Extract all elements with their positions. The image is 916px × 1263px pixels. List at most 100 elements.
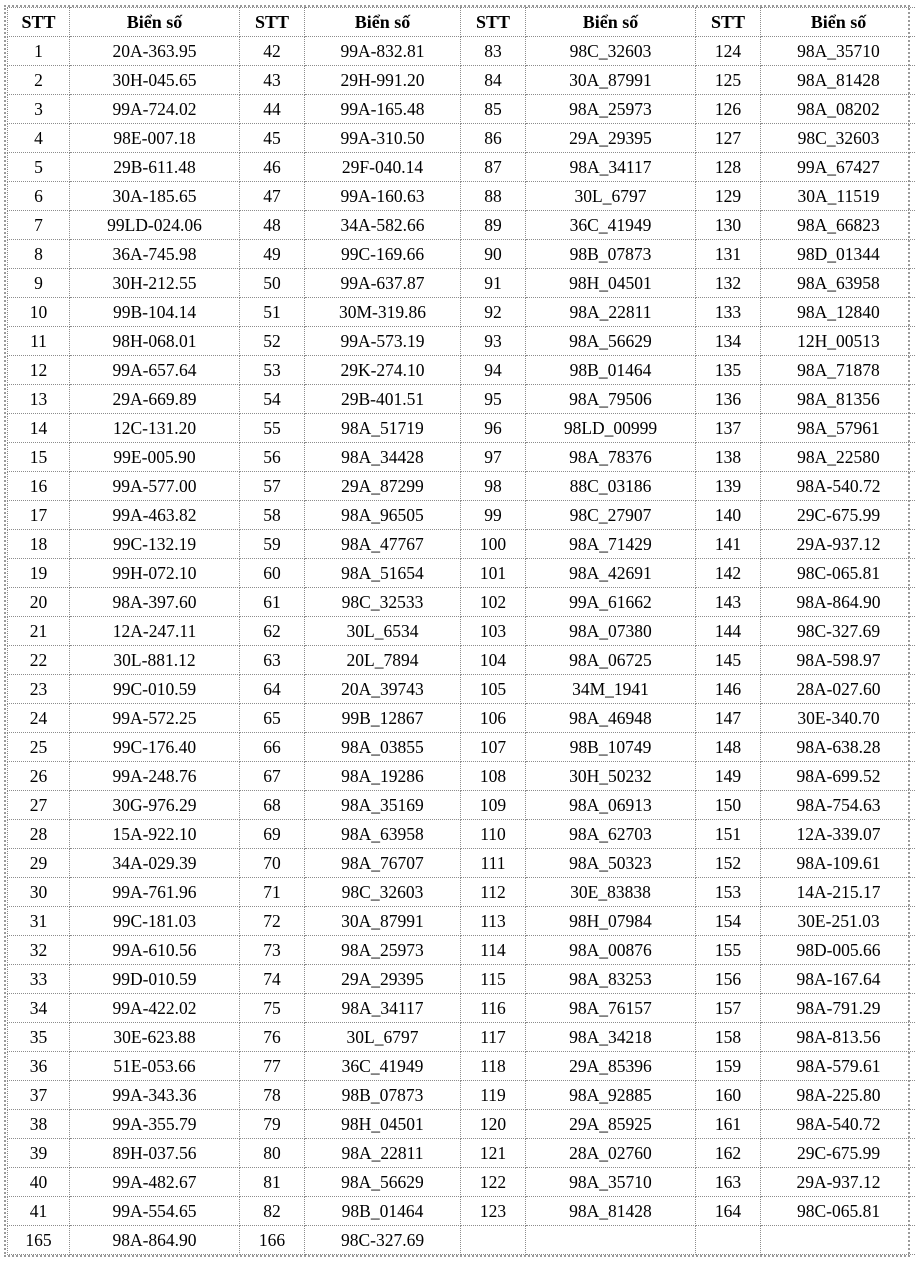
stt-cell: 163 (695, 1167, 761, 1197)
plate-cell: 98A_71878 (760, 355, 916, 385)
stt-cell: 100 (460, 529, 526, 559)
plate-cell: 30H-045.65 (69, 65, 240, 95)
stt-cell: 22 (7, 645, 70, 675)
stt-cell: 14 (7, 413, 70, 443)
table-row: 29 34A-029.39 70 98A_76707 111 98A_50323 152 98… (7, 848, 916, 878)
plate-cell: 98A_35169 (304, 790, 461, 820)
stt-cell: 84 (460, 65, 526, 95)
plate-cell: 98C_27907 (525, 500, 696, 530)
plate-cell: 99LD-024.06 (69, 210, 240, 240)
stt-cell: 60 (239, 558, 305, 588)
plate-cell: 98C-065.81 (760, 558, 916, 588)
stt-cell: 73 (239, 935, 305, 965)
stt-cell: 65 (239, 703, 305, 733)
stt-cell: 109 (460, 790, 526, 820)
stt-cell: 145 (695, 645, 761, 675)
stt-cell: 17 (7, 500, 70, 530)
stt-cell: 147 (695, 703, 761, 733)
plate-cell: 99B-104.14 (69, 297, 240, 327)
plate-cell (760, 1225, 916, 1255)
plate-cell: 99A-463.82 (69, 500, 240, 530)
stt-cell: 34 (7, 993, 70, 1023)
stt-cell: 138 (695, 442, 761, 472)
plate-cell: 34A-029.39 (69, 848, 240, 878)
stt-cell: 123 (460, 1196, 526, 1226)
plate-cell: 29A-669.89 (69, 384, 240, 414)
plate-cell: 30E_83838 (525, 877, 696, 907)
stt-cell: 24 (7, 703, 70, 733)
plate-cell: 98C-327.69 (304, 1225, 461, 1255)
plate-cell: 98B_07873 (525, 239, 696, 269)
plate-cell: 98A_76707 (304, 848, 461, 878)
stt-cell: 32 (7, 935, 70, 965)
stt-cell: 75 (239, 993, 305, 1023)
stt-cell: 103 (460, 616, 526, 646)
stt-cell: 146 (695, 674, 761, 704)
plate-cell: 98C_32533 (304, 587, 461, 617)
plate-cell: 28A-027.60 (760, 674, 916, 704)
plate-cell: 98A_07380 (525, 616, 696, 646)
stt-cell: 141 (695, 529, 761, 559)
plate-cell: 98A-791.29 (760, 993, 916, 1023)
plate-cell: 29A_85396 (525, 1051, 696, 1081)
table-row: 22 30L-881.12 63 20L_7894 104 98A_06725 145 98A… (7, 645, 916, 675)
plate-cell: 98A_25973 (304, 935, 461, 965)
plate-cell: 99H-072.10 (69, 558, 240, 588)
table-row: 2 30H-045.65 43 29H-991.20 84 30A_87991 125 98A… (7, 65, 916, 95)
header-plate: Biển số (760, 7, 916, 37)
plate-cell: 98B_07873 (304, 1080, 461, 1110)
stt-cell: 117 (460, 1022, 526, 1052)
plate-cell: 98H_04501 (304, 1109, 461, 1139)
plate-cell: 12A-247.11 (69, 616, 240, 646)
stt-cell: 23 (7, 674, 70, 704)
plate-cell: 99A-724.02 (69, 94, 240, 124)
plate-cell: 98A_66823 (760, 210, 916, 240)
plate-cell: 98A-167.64 (760, 964, 916, 994)
plate-cell: 36C_41949 (304, 1051, 461, 1081)
plate-cell: 98A-598.97 (760, 645, 916, 675)
stt-cell: 148 (695, 732, 761, 762)
plate-cell: 99A-761.96 (69, 877, 240, 907)
stt-cell: 124 (695, 36, 761, 66)
stt-cell: 59 (239, 529, 305, 559)
plate-cell: 98A_56629 (304, 1167, 461, 1197)
stt-cell: 125 (695, 65, 761, 95)
plate-cell: 98A_00876 (525, 935, 696, 965)
plate-cell: 99A-832.81 (304, 36, 461, 66)
stt-cell: 15 (7, 442, 70, 472)
plate-cell: 98A_81356 (760, 384, 916, 414)
stt-cell: 31 (7, 906, 70, 936)
plate-cell: 98A-540.72 (760, 1109, 916, 1139)
table-row: 18 99C-132.19 59 98A_47767 100 98A_71429 141 29… (7, 529, 916, 559)
plate-cell: 89H-037.56 (69, 1138, 240, 1168)
stt-cell: 82 (239, 1196, 305, 1226)
plate-cell: 29A_29395 (525, 123, 696, 153)
plate-cell: 99A-165.48 (304, 94, 461, 124)
stt-cell: 8 (7, 239, 70, 269)
plate-cell: 98C_32603 (525, 36, 696, 66)
plate-cell: 30A-185.65 (69, 181, 240, 211)
plate-cell: 98A_42691 (525, 558, 696, 588)
plate-cell: 98A_83253 (525, 964, 696, 994)
stt-cell: 79 (239, 1109, 305, 1139)
stt-cell: 116 (460, 993, 526, 1023)
stt-cell: 55 (239, 413, 305, 443)
plate-cell: 28A_02760 (525, 1138, 696, 1168)
plate-cell: 30E-623.88 (69, 1022, 240, 1052)
stt-cell: 120 (460, 1109, 526, 1139)
stt-cell: 27 (7, 790, 70, 820)
stt-cell: 85 (460, 94, 526, 124)
stt-cell: 30 (7, 877, 70, 907)
plate-cell: 98A_63958 (304, 819, 461, 849)
stt-cell: 91 (460, 268, 526, 298)
plate-cell: 29B-611.48 (69, 152, 240, 182)
plate-cell: 98A-864.90 (69, 1225, 240, 1255)
table-row: 4 98E-007.18 45 99A-310.50 86 29A_29395 127 98C… (7, 123, 916, 153)
plate-cell: 29C-675.99 (760, 500, 916, 530)
plate-cell: 34M_1941 (525, 674, 696, 704)
plate-cell: 98H-068.01 (69, 326, 240, 356)
stt-cell: 37 (7, 1080, 70, 1110)
header-stt: STT (239, 7, 305, 37)
stt-cell: 80 (239, 1138, 305, 1168)
plate-cell: 99A-577.00 (69, 471, 240, 501)
